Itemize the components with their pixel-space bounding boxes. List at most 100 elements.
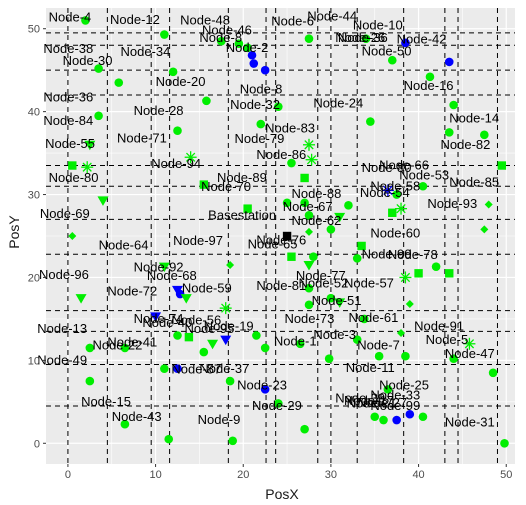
point-circle bbox=[249, 59, 259, 68]
node-label: Node-83 bbox=[265, 120, 315, 135]
node-label: Node-40 bbox=[142, 315, 192, 330]
point-circle bbox=[304, 300, 314, 310]
star-stroke bbox=[304, 140, 314, 150]
node-label: Node-47 bbox=[445, 346, 495, 361]
point-circle bbox=[405, 409, 415, 419]
node-label: Node-88 bbox=[291, 186, 341, 201]
node-label: Node-65 bbox=[248, 236, 298, 251]
point-star bbox=[399, 271, 412, 284]
point-circle bbox=[361, 34, 371, 43]
node-label: Node-55 bbox=[45, 136, 95, 151]
node-label: Node-67 bbox=[283, 199, 333, 214]
point-circle bbox=[344, 201, 353, 210]
point-circle bbox=[120, 419, 130, 429]
node-label: Node-21 bbox=[347, 396, 397, 411]
x-tick-label: 50 bbox=[500, 469, 512, 481]
point-diamond bbox=[226, 261, 235, 270]
star-stroke bbox=[396, 203, 406, 214]
point-circle bbox=[85, 376, 95, 386]
node-label: Node-56 bbox=[171, 313, 221, 328]
point-circle bbox=[287, 158, 296, 168]
point-square bbox=[243, 204, 252, 213]
point-circle bbox=[202, 96, 211, 106]
point-circle bbox=[488, 368, 498, 378]
point-circle bbox=[160, 364, 169, 373]
star-stroke bbox=[82, 162, 92, 172]
node-label: Node-24 bbox=[313, 95, 363, 110]
point-circle bbox=[120, 343, 130, 353]
node-label: Node-36 bbox=[338, 30, 388, 45]
node-label: Node-87 bbox=[171, 362, 221, 377]
y-tick-label: 50 bbox=[28, 24, 40, 36]
point-square bbox=[287, 252, 296, 261]
node-label: Node-71 bbox=[117, 130, 167, 145]
node-label: Node-9 bbox=[198, 412, 241, 427]
point-triangle bbox=[75, 294, 87, 304]
point-square bbox=[68, 161, 77, 170]
point-circle bbox=[85, 343, 95, 353]
point-diamond bbox=[68, 232, 77, 240]
x-tick-label: 30 bbox=[325, 469, 337, 481]
point-star bbox=[184, 151, 197, 164]
point-circle bbox=[252, 331, 261, 340]
node-label: Node-52 bbox=[298, 275, 348, 290]
star-stroke bbox=[400, 272, 411, 283]
node-label: Node-38 bbox=[43, 41, 93, 56]
point-circle bbox=[274, 102, 283, 111]
point-circle bbox=[173, 126, 182, 136]
node-label: Node-97 bbox=[173, 233, 223, 248]
point-square bbox=[357, 241, 366, 251]
point-square bbox=[414, 269, 423, 278]
node-label: Node-53 bbox=[399, 168, 449, 183]
point-circle bbox=[164, 434, 174, 444]
node-label: Node-32 bbox=[230, 97, 280, 112]
node-label: Node-69 bbox=[40, 206, 90, 221]
node-label: Node-25 bbox=[379, 377, 429, 392]
point-diamond bbox=[304, 227, 313, 236]
point-star bbox=[395, 202, 408, 215]
node-label: Node-11 bbox=[346, 360, 395, 375]
node-label: Node-85 bbox=[449, 174, 499, 189]
point-circle bbox=[418, 181, 428, 191]
node-label: Node-92 bbox=[134, 260, 184, 275]
node-label: Node-54 bbox=[360, 185, 410, 200]
point-triangle bbox=[180, 294, 192, 304]
x-axis-title: PosX bbox=[265, 486, 299, 502]
point-circle bbox=[260, 65, 270, 75]
node-label: Node-17 bbox=[344, 393, 394, 408]
node-label: Node-95 bbox=[185, 321, 235, 336]
node-label: Node-41 bbox=[107, 334, 157, 349]
point-circle bbox=[304, 283, 314, 293]
point-circle bbox=[366, 117, 375, 126]
point-star bbox=[219, 302, 232, 315]
node-label: Node-7 bbox=[357, 338, 400, 353]
node-label: Node-81 bbox=[256, 278, 306, 293]
dashed-lines-layer bbox=[46, 8, 515, 464]
node-label: Node-42 bbox=[397, 32, 447, 47]
node-label: Node-8 bbox=[240, 81, 283, 96]
point-circle bbox=[359, 314, 369, 324]
node-label: Node-82 bbox=[440, 137, 490, 152]
y-tick-label: 20 bbox=[28, 272, 40, 284]
point-circle bbox=[274, 399, 283, 408]
point-diamond bbox=[405, 299, 414, 308]
point-square bbox=[282, 231, 292, 241]
point-circle bbox=[444, 57, 454, 67]
point-circle bbox=[304, 210, 314, 220]
node-label: Node-10 bbox=[353, 18, 403, 33]
point-circle bbox=[173, 331, 182, 340]
point-circle bbox=[449, 354, 458, 364]
node-label: Node-8 bbox=[199, 30, 242, 45]
point-circle bbox=[387, 55, 397, 65]
point-star bbox=[381, 184, 394, 197]
node-label: Node-89 bbox=[217, 170, 267, 185]
star-stroke bbox=[221, 303, 231, 313]
node-label: Node-57 bbox=[344, 275, 394, 290]
node-label: Node-94 bbox=[151, 156, 201, 171]
node-label: Node-86 bbox=[256, 147, 306, 162]
node-label: Node-36 bbox=[43, 90, 93, 105]
point-circle bbox=[217, 36, 226, 46]
node-label: Node-44 bbox=[307, 8, 357, 23]
x-tick-label: 40 bbox=[412, 469, 424, 481]
